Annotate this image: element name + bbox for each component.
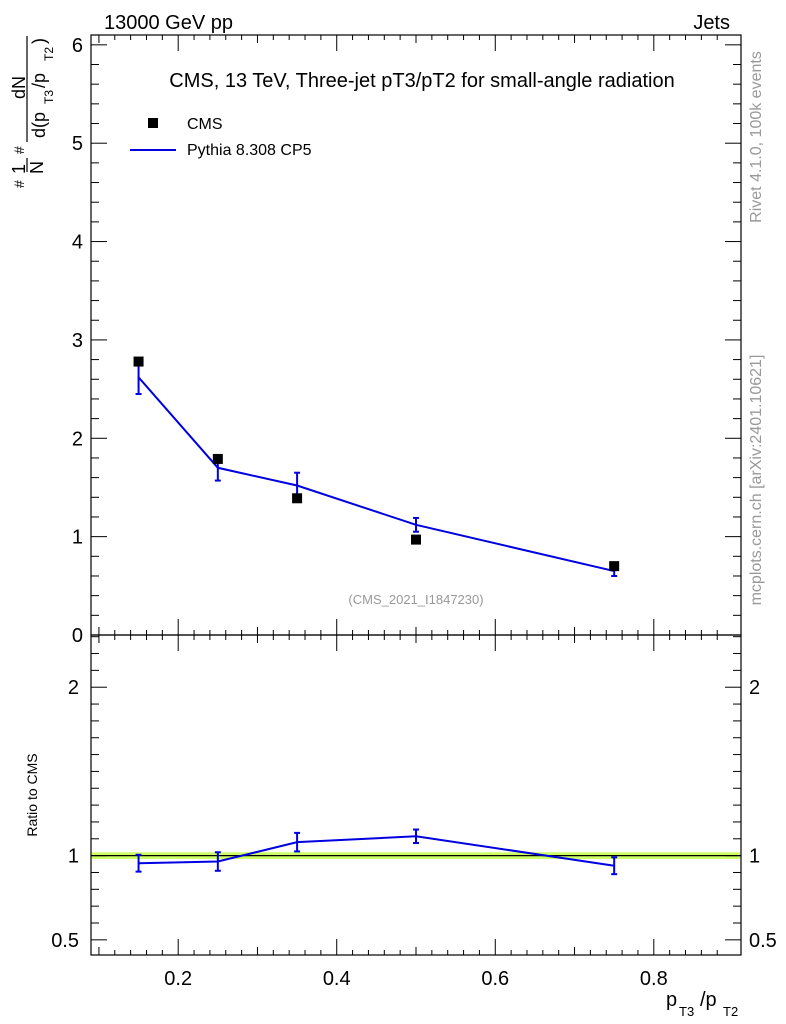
ratio-y-tick-label-right: 2 xyxy=(749,677,760,699)
mcplots-label: mcplots.cern.ch [arXiv:2401.10621] xyxy=(748,355,765,606)
ylabel-sub-t2: T2 xyxy=(42,47,56,61)
x-tick-label: 0.4 xyxy=(323,968,351,990)
legend-label-pythia: Pythia 8.308 CP5 xyxy=(187,142,312,159)
ratio-y-ticks: 0.5 0.5 1 1 2 2 xyxy=(51,636,777,952)
y-tick-label: 1 xyxy=(72,527,83,549)
y-tick-label: 2 xyxy=(72,428,83,450)
ratio-y-tick-label-right: 0.5 xyxy=(749,930,777,952)
ylabel-hash-2: # xyxy=(11,146,27,154)
y-tick-label: 4 xyxy=(72,232,83,254)
xlabel-sub-t2: T2 xyxy=(723,1004,738,1019)
ylabel-one: 1 xyxy=(9,164,29,174)
cms-data-point xyxy=(609,561,620,572)
y-tick-label: 0 xyxy=(72,625,83,647)
ylabel-d: d(p xyxy=(29,112,49,138)
ratio-x-ticks: 0.2 0.4 0.6 0.8 xyxy=(98,635,718,990)
ratio-series xyxy=(135,828,618,876)
x-axis-label: p T3 /p T2 xyxy=(666,989,738,1019)
cms-data-point xyxy=(292,493,303,504)
xlabel-p1: p xyxy=(666,989,677,1011)
ylabel-dN: dN xyxy=(9,76,29,99)
x-tick-label: 0.2 xyxy=(164,968,192,990)
analysis-watermark: (CMS_2021_I1847230) xyxy=(348,592,483,607)
ylabel-hash-1: # xyxy=(11,180,27,188)
xlabel-slash: /p xyxy=(700,989,717,1011)
y-tick-label: 5 xyxy=(72,133,83,155)
cms-series xyxy=(133,356,620,572)
main-x-ticks xyxy=(98,35,718,635)
x-tick-label: 0.8 xyxy=(640,968,668,990)
ratio-panel-frame xyxy=(90,634,742,956)
cms-data-point xyxy=(212,453,223,464)
ratio-panel: 0.2 0.4 0.6 0.8 0.5 0.5 1 1 2 2 Ratio to CMS p T… xyxy=(24,634,777,1019)
ratio-y-tick-label: 1 xyxy=(68,846,79,868)
cms-data-point xyxy=(133,356,144,367)
ratio-line xyxy=(138,835,615,867)
main-panel: 0 1 2 3 4 5 6 CMS, 13 TeV, Three-jet pT3/pT2 f… xyxy=(9,34,742,647)
chart-title: CMS, 13 TeV, Three-jet pT3/pT2 for small… xyxy=(169,70,674,92)
legend-marker-cms xyxy=(148,118,158,128)
legend-label-cms: CMS xyxy=(187,116,223,133)
ratio-y-tick-label: 0.5 xyxy=(51,930,79,952)
ratio-y-tick-label-right: 1 xyxy=(749,846,760,868)
xlabel-sub-t3: T3 xyxy=(679,1004,694,1019)
cms-data-point xyxy=(411,534,421,545)
pythia-series xyxy=(135,359,618,577)
ylabel-sub-t3: T3 xyxy=(42,90,56,104)
ratio-y-axis-label: Ratio to CMS xyxy=(24,753,40,836)
y-tick-label: 3 xyxy=(72,330,83,352)
rivet-version-label: Rivet 4.1.0, 100k events xyxy=(748,51,765,223)
header-left: 13000 GeV pp xyxy=(104,12,233,34)
ratio-reference-band xyxy=(91,852,741,859)
ylabel-slash: /p xyxy=(29,73,49,88)
main-y-ticks: 0 1 2 3 4 5 6 xyxy=(72,35,741,647)
ylabel-N: N xyxy=(27,161,47,174)
x-tick-label: 0.6 xyxy=(481,968,509,990)
ratio-y-tick-label: 2 xyxy=(68,677,79,699)
y-tick-label: 6 xyxy=(72,35,83,57)
header-right: Jets xyxy=(693,12,730,34)
ylabel-close: ) xyxy=(29,38,49,44)
legend: CMS Pythia 8.308 CP5 xyxy=(130,116,312,159)
main-y-axis-label: # 1 N # dN d(p T3 /p T2 ) xyxy=(9,36,56,188)
pythia-line xyxy=(137,376,615,573)
